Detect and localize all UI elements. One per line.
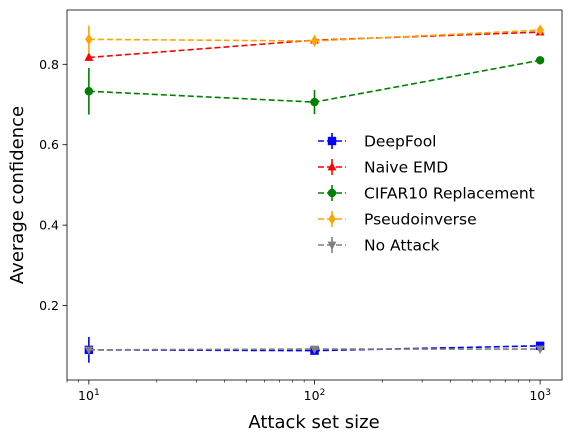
series-no-attack — [84, 345, 545, 355]
legend-marker — [327, 161, 337, 171]
plot-area — [66, 9, 563, 381]
series-cifar10-replacement — [84, 56, 545, 115]
legend-item-no-attack: No Attack — [318, 237, 440, 255]
y-tick-label: 0.8 — [39, 57, 59, 72]
y-tick-label: 0.6 — [39, 137, 59, 152]
data-point — [84, 52, 94, 61]
data-point — [310, 97, 319, 107]
x-tick-label: 103 — [529, 388, 551, 403]
data-point — [535, 345, 545, 355]
legend-label: CIFAR10 Replacement — [364, 185, 535, 203]
x-tick-label: 101 — [78, 388, 100, 403]
y-axis-label: Average confidence — [7, 106, 28, 284]
legend-marker — [327, 241, 337, 251]
y-tick-label: 0.4 — [39, 218, 59, 233]
y-axis: 0.2 0.4 0.6 0.8 — [39, 57, 67, 313]
data-point — [535, 56, 545, 65]
legend-item-cifar10-replacement: CIFAR10 Replacement — [318, 185, 535, 203]
data-marks — [84, 24, 545, 363]
data-point — [84, 346, 94, 355]
x-tick-label: 102 — [304, 388, 326, 403]
legend-marker — [327, 188, 337, 198]
data-point — [84, 87, 94, 96]
legend-item-deepfool: DeepFool — [318, 133, 436, 151]
legend-item-pseudoinverse: Pseudoinverse — [318, 211, 477, 229]
data-point — [536, 24, 544, 36]
x-axis-label: Attack set size — [248, 412, 379, 433]
legend-label: DeepFool — [364, 133, 436, 151]
y-tick-label: 0.2 — [39, 298, 59, 313]
data-point — [310, 35, 319, 47]
legend-marker — [328, 213, 336, 225]
x-axis: 101 102 103 — [66, 380, 551, 403]
data-point — [85, 33, 93, 46]
legend-item-naive-emd: Naive EMD — [318, 159, 448, 177]
legend-label: No Attack — [364, 237, 440, 255]
legend: DeepFool Naive EMD CIFAR10 Replacement Pseu… — [318, 133, 535, 255]
legend-label: Naive EMD — [364, 159, 448, 177]
legend-marker — [327, 136, 337, 146]
legend-label: Pseudoinverse — [364, 211, 477, 229]
series-pseudoinverse — [85, 24, 544, 54]
data-point — [310, 345, 319, 355]
